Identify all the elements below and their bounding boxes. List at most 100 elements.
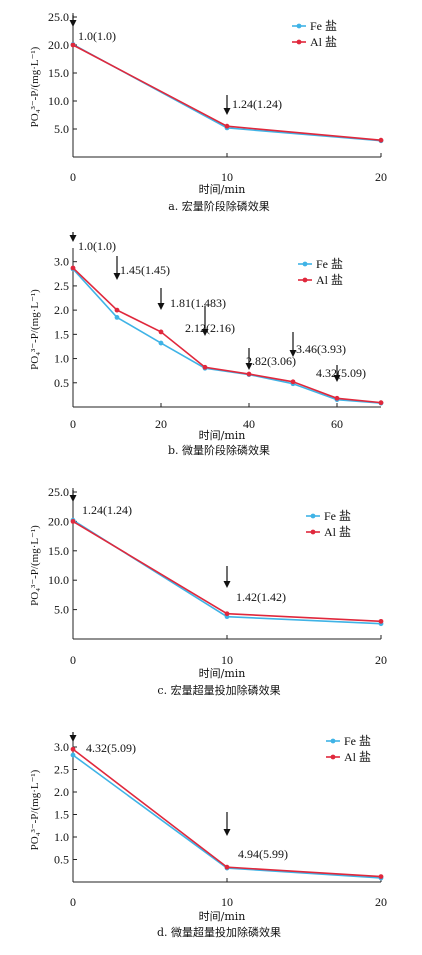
al-series-point <box>70 42 76 48</box>
al-series-line <box>72 267 382 404</box>
fe-series-legend-marker <box>310 513 316 519</box>
y-tick-label: 0.5 <box>54 376 69 390</box>
al-series-point <box>378 137 384 143</box>
annotation-arrow-head <box>69 235 77 242</box>
chart-panel-a: 5.0 10.0 15.0 20.0 25.0 0 10 20 PO₄³⁻-P/(mg·L⁻¹)… <box>0 0 422 232</box>
annotation-label: 4.32(5.09) <box>86 741 136 755</box>
chart-a-svg: 5.0 10.0 15.0 20.0 25.0 0 10 20 PO₄³⁻-P/(mg·L⁻¹)… <box>29 10 387 213</box>
x-axis-label: 时间/min <box>199 910 246 923</box>
al-series-point <box>114 307 120 313</box>
chart-caption: d. 微量超量投加除磷效果 <box>157 925 281 939</box>
annotation-arrow-head <box>223 581 231 588</box>
annotation-label: 4.94(5.99) <box>238 847 288 861</box>
x-tick-label: 0 <box>70 653 76 667</box>
y-tick-label: 10.0 <box>48 94 69 108</box>
y-tick-label: 1.5 <box>54 808 69 822</box>
y-tick-label: 2.5 <box>54 279 69 293</box>
fe-series-legend-label: Fe 盐 <box>310 19 337 33</box>
fe-series-legend-marker <box>296 23 302 29</box>
al-series-legend-label: Al 盐 <box>316 273 343 287</box>
annotation-label: 1.24(1.24) <box>232 97 282 111</box>
y-tick-label: 25.0 <box>48 10 69 24</box>
annotation-label: 2.82(3.06) <box>246 354 296 368</box>
annotation-arrow-head <box>157 303 165 310</box>
fe-series-point <box>114 314 120 320</box>
al-series-legend-marker <box>302 277 308 283</box>
al-series-point <box>246 371 252 377</box>
x-tick-label: 20 <box>375 895 387 909</box>
y-tick-label: 15.0 <box>48 544 69 558</box>
chart-caption: a. 宏量阶段除磷效果 <box>168 199 270 213</box>
annotation-label: 1.45(1.45) <box>120 263 170 277</box>
annotation-arrow-head <box>333 375 341 382</box>
chart-panel-d: 0.5 1.0 1.5 2.0 2.5 3.0 0 10 20 PO₄³⁻-P/(mg·L⁻¹) 时… <box>0 718 422 955</box>
annotation-arrow-head <box>69 495 77 502</box>
annotation-arrow-head <box>201 329 209 336</box>
y-tick-label: 15.0 <box>48 66 69 80</box>
y-tick-label: 20.0 <box>48 38 69 52</box>
y-axis-label: PO₄³⁻-P/(mg·L⁻¹) <box>29 769 41 850</box>
annotation-arrow-head <box>289 350 297 357</box>
al-series-point <box>224 611 230 617</box>
chart-caption: b. 微量阶段除磷效果 <box>168 443 270 457</box>
y-tick-label: 1.5 <box>54 327 69 341</box>
al-series-point <box>70 519 76 524</box>
al-series-legend-label: Al 盐 <box>344 750 371 764</box>
y-tick-label: 1.0 <box>54 830 69 844</box>
fe-series-line <box>72 268 382 404</box>
al-series-point <box>334 395 340 401</box>
x-tick-label: 40 <box>243 417 255 431</box>
al-series-point <box>70 746 76 752</box>
annotation-label: 3.46(3.93) <box>296 342 346 356</box>
fe-series-legend-label: Fe 盐 <box>344 734 371 748</box>
al-series-point <box>378 618 384 624</box>
x-tick-label: 10 <box>221 895 233 909</box>
al-series-point <box>158 329 164 335</box>
annotation-arrow-head <box>245 363 253 370</box>
chart-panel-b: 0.5 1.0 1.5 2.0 2.5 3.0 0 20 40 60 PO₄³⁻-P/(mg·L⁻¹… <box>0 232 422 472</box>
y-tick-label: 0.5 <box>54 853 69 867</box>
y-tick-label: 1.0 <box>54 352 69 366</box>
y-tick-label: 10.0 <box>48 573 69 587</box>
y-tick-label: 2.5 <box>54 763 69 777</box>
x-tick-label: 20 <box>375 170 387 184</box>
x-tick-label: 0 <box>70 170 76 184</box>
x-axis-label: 时间/min <box>199 429 246 442</box>
y-tick-label: 25.0 <box>48 485 69 499</box>
fe-series-point <box>158 340 164 346</box>
y-tick-label: 5.0 <box>54 122 69 136</box>
annotation-arrow-head <box>69 735 77 742</box>
y-axis-label: PO₄³⁻-P/(mg·L⁻¹) <box>29 289 41 370</box>
annotation-label: 2.12(2.16) <box>185 321 235 335</box>
al-series-point <box>224 123 230 129</box>
fe-series-legend-label: Fe 盐 <box>316 257 343 271</box>
x-axis-label: 时间/min <box>199 183 246 196</box>
y-tick-label: 5.0 <box>54 603 69 617</box>
chart-b-svg: 0.5 1.0 1.5 2.0 2.5 3.0 0 20 40 60 PO₄³⁻-P/(mg·L⁻¹… <box>29 232 384 457</box>
al-series-legend-label: Al 盐 <box>324 525 351 539</box>
chart-caption: c. 宏量超量投加除磷效果 <box>157 683 280 697</box>
annotation-label: 1.0(1.0) <box>78 239 116 253</box>
al-series-point <box>202 364 208 370</box>
al-series-legend-label: Al 盐 <box>310 35 337 49</box>
y-tick-label: 2.0 <box>54 785 69 799</box>
chart-panel-c: 5.0 10.0 15.0 20.0 25.0 0 10 20 PO₄³⁻-P/(mg·L⁻¹)… <box>0 472 422 718</box>
y-axis-label: PO₄³⁻-P/(mg·L⁻¹) <box>29 525 41 606</box>
al-series-point <box>290 379 296 385</box>
x-tick-label: 0 <box>70 417 76 431</box>
x-tick-label: 60 <box>331 417 343 431</box>
chart-c-svg: 5.0 10.0 15.0 20.0 25.0 0 10 20 PO₄³⁻-P/(mg·L⁻¹)… <box>29 485 387 697</box>
al-series-point <box>224 864 230 870</box>
annotation-label: 1.81(1.483) <box>170 296 226 310</box>
chart-d-svg: 0.5 1.0 1.5 2.0 2.5 3.0 0 10 20 PO₄³⁻-P/(mg·L⁻¹) 时… <box>29 732 387 939</box>
fe-series-legend-marker <box>330 738 336 744</box>
annotation-arrow-head <box>113 273 121 280</box>
al-series-legend-marker <box>330 754 336 760</box>
annotation-label: 1.0(1.0) <box>78 29 116 43</box>
al-series-point <box>378 874 384 879</box>
y-axis-label: PO₄³⁻-P/(mg·L⁻¹) <box>29 46 41 127</box>
y-tick-label: 3.0 <box>54 740 69 754</box>
fe-series-legend-label: Fe 盐 <box>324 509 351 523</box>
x-tick-label: 20 <box>155 417 167 431</box>
annotation-arrow-head <box>223 829 231 836</box>
